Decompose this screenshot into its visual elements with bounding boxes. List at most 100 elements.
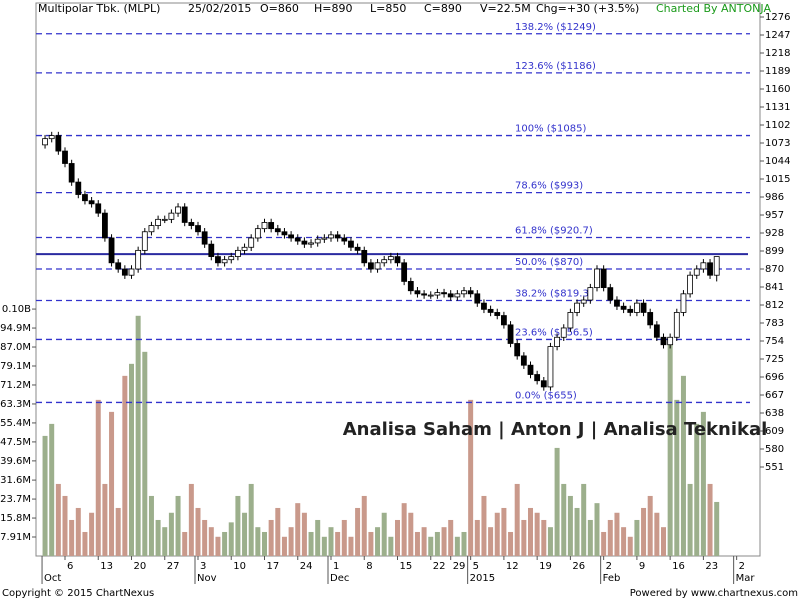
y-tick-label: 1276: [765, 12, 790, 23]
header-low: L=850: [370, 2, 406, 15]
candle-body: [328, 234, 334, 239]
x-tick-label: 22: [433, 561, 446, 572]
fib-label: 61.8% ($920.7): [515, 226, 593, 237]
volume-bar: [109, 411, 115, 556]
x-tick-label: 2: [739, 561, 745, 572]
header-date: 25/02/2015: [188, 2, 251, 15]
volume-bar: [162, 527, 168, 556]
candle-body: [221, 259, 228, 264]
volume-bar: [255, 527, 261, 556]
candle-body: [487, 308, 494, 313]
candle-body: [421, 293, 428, 296]
candle-body: [707, 262, 713, 276]
volume-bar: [155, 519, 161, 556]
volume-bar: [242, 512, 248, 556]
candle-body: [447, 293, 454, 298]
volume-bar: [514, 483, 520, 556]
candle-body: [394, 256, 401, 264]
volume-bar: [235, 495, 241, 556]
month-label: Oct: [44, 573, 61, 584]
volume-bar: [195, 507, 201, 556]
volume-bar: [215, 536, 221, 556]
y-tick-label: 667: [765, 390, 784, 401]
volume-bar: [321, 536, 327, 556]
volume-bar: [49, 423, 55, 556]
y-tick-label: 754: [765, 336, 784, 347]
volume-bar: [42, 435, 48, 556]
fib-label: 78.6% ($993): [515, 181, 583, 192]
volume-bar: [102, 483, 108, 556]
volume-bar: [375, 527, 381, 556]
candle-body: [168, 212, 175, 220]
volume-bar: [122, 375, 128, 556]
fib-label: 123.6% ($1186): [515, 61, 596, 72]
candle-body: [713, 256, 720, 276]
volume-bar: [687, 483, 693, 556]
y-tick-label: 1247: [765, 30, 790, 41]
candle-body: [62, 150, 68, 164]
candle-body: [254, 228, 261, 239]
month-label: Nov: [197, 573, 217, 584]
candle-body: [68, 163, 75, 183]
fib-label: 38.2% ($819.3): [515, 288, 593, 299]
x-tick-label: 9: [639, 561, 645, 572]
candle-body: [614, 299, 620, 307]
x-tick-label: 8: [366, 561, 372, 572]
y2-tick-label: 55.4M: [0, 418, 31, 429]
candle-body: [387, 256, 394, 261]
candle-body: [281, 231, 288, 236]
volume-bar: [474, 519, 480, 556]
candle-body: [374, 262, 381, 270]
volume-bar: [414, 531, 420, 556]
month-label: Dec: [330, 573, 349, 584]
candle-body: [181, 206, 188, 223]
header-change: Chg=+30 (+3.5%): [536, 2, 639, 15]
y-tick-label: 1218: [765, 48, 790, 59]
volume-bar: [700, 411, 706, 556]
header-volume: V=22.5M: [480, 2, 531, 15]
candle-body: [288, 234, 295, 239]
y2-tick-label: 15.8M: [0, 513, 31, 524]
volume-bar: [607, 519, 613, 556]
candle-body: [434, 292, 441, 296]
candle-body: [540, 380, 547, 388]
volume-bar: [182, 531, 188, 556]
volume-bar: [667, 339, 673, 556]
candle-body: [314, 238, 321, 244]
candle-body: [88, 200, 95, 205]
candle-body: [341, 237, 348, 242]
volume-bar: [554, 447, 560, 556]
volume-bar: [468, 399, 474, 556]
y2-tick-label: 94.9M: [0, 323, 31, 334]
candle-body: [175, 206, 181, 214]
candle-body: [427, 294, 434, 297]
y-tick-label: 928: [765, 228, 784, 239]
volume-bar: [301, 512, 307, 556]
volume-bar: [428, 536, 434, 556]
y-tick-label: 1102: [765, 120, 790, 131]
x-tick-label: 13: [100, 561, 113, 572]
y-tick-label: 957: [765, 210, 784, 221]
volume-bar: [222, 531, 228, 556]
volume-bar: [561, 483, 567, 556]
candle-body: [75, 181, 82, 195]
volume-bar: [488, 527, 494, 556]
x-tick-label: 15: [400, 561, 413, 572]
candle-body: [414, 290, 421, 295]
volume-bar: [408, 512, 414, 556]
candle-body: [594, 268, 600, 289]
y-tick-label: 812: [765, 300, 784, 311]
candle-body: [354, 246, 361, 251]
candle-body: [234, 249, 241, 257]
x-tick-label: 16: [672, 561, 685, 572]
volume-bar: [481, 495, 487, 556]
candle-body: [102, 212, 108, 239]
candle-body: [667, 336, 674, 346]
header-credit: Charted By ANTONJA: [656, 2, 771, 15]
y2-tick-label: 39.6M: [0, 456, 31, 467]
volume-bar: [614, 512, 620, 556]
volume-bar: [528, 507, 533, 556]
footer-left: Copyright © 2015 ChartNexus: [2, 588, 154, 599]
candle-body: [55, 135, 62, 152]
volume-bar: [534, 512, 540, 556]
